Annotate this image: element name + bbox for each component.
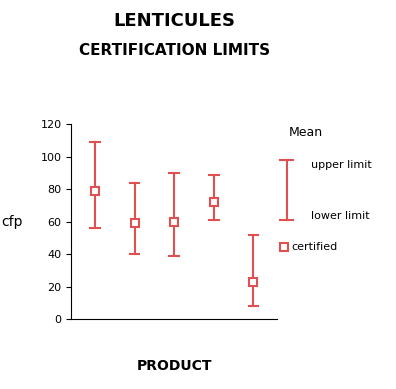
Text: upper limit: upper limit: [311, 160, 371, 170]
Text: Mean: Mean: [289, 126, 323, 139]
Text: cfp: cfp: [1, 215, 23, 229]
Text: lower limit: lower limit: [311, 211, 369, 221]
Text: certified: certified: [291, 242, 337, 252]
Text: CERTIFICATION LIMITS: CERTIFICATION LIMITS: [79, 43, 270, 58]
Text: PRODUCT: PRODUCT: [137, 359, 212, 373]
Text: LENTICULES: LENTICULES: [113, 12, 235, 30]
